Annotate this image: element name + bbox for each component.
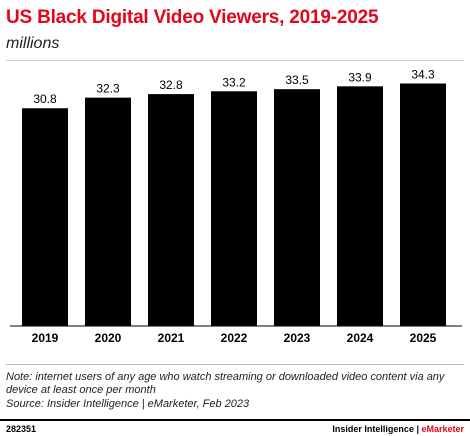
brand-credit: Insider Intelligence | eMarketer — [332, 424, 464, 434]
bar-2023 — [274, 89, 320, 326]
brand-main: Insider Intelligence | — [332, 424, 422, 434]
bar-2021 — [148, 94, 194, 326]
bar-2025 — [400, 83, 446, 327]
data-label-2019: 30.8 — [33, 92, 57, 106]
bar-chart: 30.8 2019 32.3 2020 32.8 2021 33.2 2022 33.5 2023… — [10, 67, 462, 345]
data-label-2025: 34.3 — [411, 67, 435, 81]
chart-subtitle: millions — [6, 35, 60, 52]
bar-2020 — [85, 97, 131, 326]
footer-divider — [0, 419, 470, 421]
data-label-2020: 32.3 — [96, 82, 120, 96]
data-label-2022: 33.2 — [222, 75, 246, 89]
x-tick-2024: 2024 — [347, 331, 374, 345]
chart-source: Source: Insider Intelligence | eMarketer… — [6, 398, 250, 410]
bottom-divider — [6, 364, 464, 365]
data-label-2021: 32.8 — [159, 78, 183, 92]
bar-2019 — [22, 108, 68, 326]
x-tick-2022: 2022 — [221, 331, 248, 345]
bar-2022 — [211, 91, 257, 326]
data-label-2024: 33.9 — [348, 70, 372, 84]
x-tick-2021: 2021 — [158, 331, 185, 345]
data-label-2023: 33.5 — [285, 73, 309, 87]
chart-title: US Black Digital Video Viewers, 2019-202… — [6, 7, 379, 28]
chart-id: 282351 — [6, 424, 37, 434]
x-tick-2025: 2025 — [410, 331, 437, 345]
x-tick-2019: 2019 — [32, 331, 59, 345]
x-tick-2023: 2023 — [284, 331, 311, 345]
brand-accent: eMarketer — [421, 424, 464, 434]
x-tick-2020: 2020 — [95, 331, 122, 345]
top-divider — [6, 60, 464, 61]
chart-note: Note: internet users of any age who watc… — [6, 371, 445, 396]
bar-2024 — [337, 86, 383, 326]
